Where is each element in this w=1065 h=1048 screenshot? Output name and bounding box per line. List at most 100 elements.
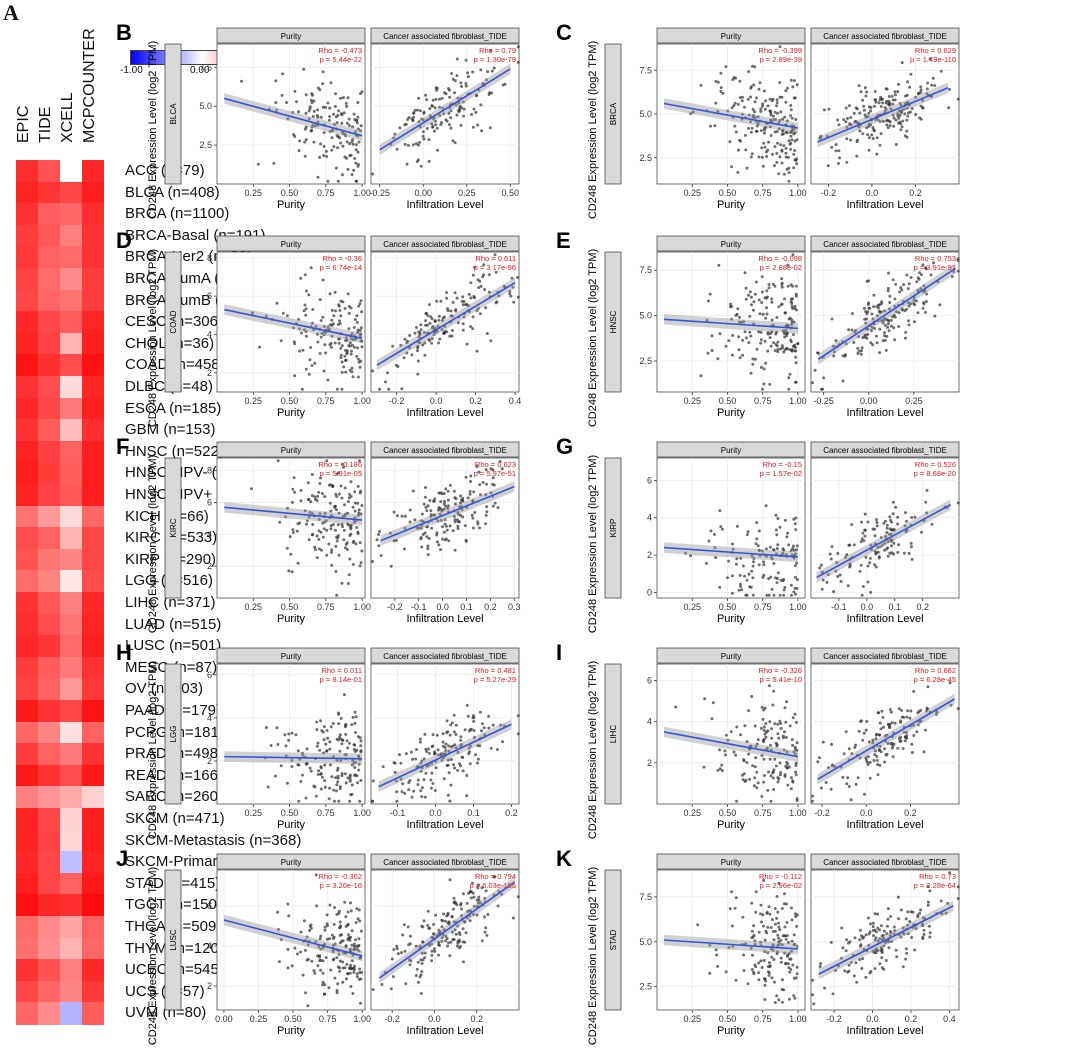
data-point (770, 99, 774, 103)
data-point (775, 316, 779, 319)
data-point (444, 487, 448, 491)
data-point (849, 116, 853, 119)
data-point (403, 142, 407, 146)
data-point (449, 723, 453, 727)
data-point (462, 919, 466, 923)
x-tick-label: 0.25 (458, 188, 476, 198)
x-axis-label: Purity (717, 407, 746, 419)
data-point (905, 135, 909, 139)
data-point (857, 121, 860, 125)
data-point (783, 775, 787, 778)
data-point (784, 962, 787, 966)
data-point (776, 577, 779, 580)
data-point (733, 906, 737, 910)
data-point (892, 742, 896, 746)
rho-annotation: Rho = 0.73 (919, 872, 956, 881)
data-point (436, 540, 439, 544)
data-point (780, 277, 784, 281)
data-point (928, 931, 932, 935)
y-axis-label: CD248 Expression Level (log2 TPM) (587, 867, 599, 1045)
data-point (334, 127, 338, 131)
cancer-strip-label: KIRP (609, 519, 618, 538)
data-point (748, 585, 752, 589)
data-point (392, 510, 396, 514)
data-point (305, 958, 309, 962)
data-point (857, 125, 861, 129)
facet-strip (216, 27, 366, 44)
data-point (351, 715, 355, 719)
data-point (420, 970, 424, 973)
data-point (500, 892, 504, 896)
data-point (459, 123, 463, 127)
regression-line (380, 485, 515, 542)
cancer-strip (604, 43, 622, 185)
x-tick-label: 0.75 (317, 808, 335, 818)
data-point (781, 117, 785, 121)
data-point (323, 763, 327, 767)
heatmap-cell (82, 203, 104, 226)
data-point (341, 515, 345, 518)
data-point (320, 729, 324, 733)
data-point (890, 538, 894, 542)
data-point (834, 569, 838, 573)
data-point (867, 943, 871, 947)
data-point (430, 762, 434, 766)
data-point (691, 110, 695, 114)
heatmap-cell (38, 635, 60, 658)
data-point (309, 98, 313, 102)
data-point (425, 525, 429, 529)
data-point (490, 69, 494, 73)
data-point (867, 932, 871, 936)
data-point (778, 155, 782, 159)
data-point (867, 111, 871, 115)
data-point (431, 936, 435, 940)
data-point (862, 947, 866, 951)
data-point (430, 317, 434, 321)
data-point (737, 320, 741, 324)
data-point (737, 335, 741, 339)
data-point (909, 72, 913, 76)
data-point (338, 969, 342, 973)
data-point (471, 716, 475, 720)
data-point (878, 937, 882, 941)
data-point (456, 321, 460, 325)
data-point (484, 522, 488, 526)
data-point (304, 796, 308, 800)
data-point (856, 138, 859, 142)
data-point (747, 572, 751, 576)
data-point (337, 553, 341, 557)
heatmap-cell (38, 332, 60, 355)
data-point (848, 122, 852, 126)
data-point (795, 138, 799, 142)
data-point (747, 341, 751, 345)
data-point (883, 734, 887, 738)
regression-line (224, 506, 363, 521)
data-point (434, 913, 438, 917)
data-point (351, 992, 355, 995)
data-point (338, 337, 342, 341)
data-point (730, 924, 734, 928)
data-point (478, 744, 482, 748)
regression-line (378, 723, 512, 788)
data-point (911, 910, 915, 914)
x-tick-label: 0.2 (469, 396, 482, 406)
data-point (449, 758, 453, 761)
data-point (317, 945, 321, 949)
data-point (885, 531, 889, 534)
heatmap-cell (16, 829, 38, 852)
data-point (791, 127, 795, 131)
heatmap-cell (82, 181, 104, 204)
data-point (787, 543, 791, 547)
data-point (482, 263, 486, 267)
data-point (403, 123, 407, 127)
data-point (866, 133, 870, 137)
data-point (877, 555, 881, 559)
data-point (330, 334, 334, 338)
data-point (858, 944, 862, 948)
data-point (346, 167, 350, 171)
x-tick-label: 0.25 (683, 808, 701, 818)
data-point (699, 374, 703, 378)
data-point (476, 520, 480, 524)
data-point (901, 931, 905, 935)
data-point (425, 127, 429, 130)
